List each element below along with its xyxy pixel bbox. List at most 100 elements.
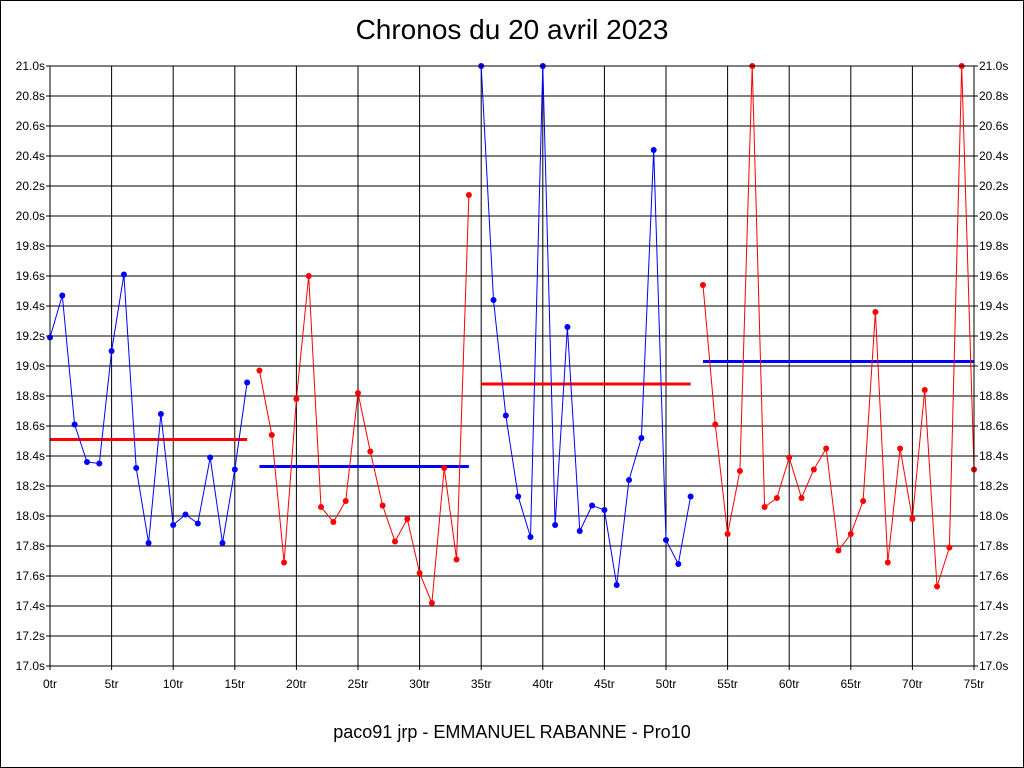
data-point xyxy=(256,367,263,374)
data-point xyxy=(601,507,608,513)
data-point xyxy=(268,432,275,438)
y-tick-label: 18.0s xyxy=(979,509,1008,523)
x-tick-label: 50tr xyxy=(656,677,677,691)
y-tick-label: 17.4s xyxy=(16,599,45,613)
data-point xyxy=(638,435,645,441)
data-point xyxy=(133,465,140,471)
y-tick-label: 18.8s xyxy=(16,389,45,403)
data-point xyxy=(576,528,583,534)
data-point xyxy=(502,412,509,419)
data-point xyxy=(712,421,719,428)
y-tick-label: 17.8s xyxy=(16,539,45,553)
data-point xyxy=(724,531,731,537)
x-tick-label: 55tr xyxy=(717,677,738,691)
y-tick-label: 19.2s xyxy=(979,329,1008,343)
chart-footer: paco91 jrp - EMMANUEL RABANNE - Pro10 xyxy=(333,722,691,742)
y-tick-label: 19.2s xyxy=(16,329,45,343)
y-tick-label: 20.6s xyxy=(979,119,1008,133)
data-point xyxy=(281,559,288,566)
y-tick-label: 17.8s xyxy=(979,539,1008,553)
data-point xyxy=(687,493,694,500)
data-point xyxy=(194,520,201,527)
series-2 xyxy=(256,192,472,606)
y-tick-label: 18.8s xyxy=(979,389,1008,403)
y-tick-label: 17.4s xyxy=(979,599,1008,613)
data-point xyxy=(872,309,879,315)
data-point xyxy=(108,348,115,354)
series-line xyxy=(49,274,248,544)
data-point xyxy=(897,445,904,452)
data-point xyxy=(921,387,928,393)
data-point xyxy=(798,495,805,501)
plot-border xyxy=(49,65,975,667)
y-tick-label: 20.6s xyxy=(16,119,45,133)
y-tick-label: 20.0s xyxy=(16,209,45,223)
y-tick-label: 17.0s xyxy=(979,659,1008,673)
data-point xyxy=(367,448,374,455)
data-point xyxy=(552,522,559,528)
y-tick-label: 17.2s xyxy=(16,629,45,643)
data-point xyxy=(823,445,830,452)
y-tick-label: 20.4s xyxy=(16,149,45,163)
data-point xyxy=(355,390,361,396)
y-tick-label: 18.6s xyxy=(979,419,1008,433)
data-point xyxy=(207,454,214,461)
data-point xyxy=(786,454,793,461)
y-tick-label: 19.8s xyxy=(16,239,45,253)
data-point xyxy=(244,379,251,386)
data-point xyxy=(626,477,633,483)
data-point xyxy=(835,547,842,554)
data-point xyxy=(453,556,460,563)
data-point xyxy=(589,502,596,509)
data-point xyxy=(860,498,867,504)
x-tick-label: 5tr xyxy=(105,677,119,691)
y-tick-label: 18.4s xyxy=(979,449,1008,463)
x-axis: 0tr 5tr 10tr 15tr 20tr 25tr 30tr 35tr 40tr 45tr 50… xyxy=(43,666,984,691)
data-point xyxy=(527,534,534,540)
series-group xyxy=(47,63,977,606)
data-point xyxy=(428,600,435,606)
data-point xyxy=(391,538,398,545)
x-tick-label: 45tr xyxy=(594,677,615,691)
data-point xyxy=(699,282,706,288)
x-tick-label: 70tr xyxy=(902,677,923,691)
data-point xyxy=(773,495,780,501)
y-tick-label: 19.8s xyxy=(979,239,1008,253)
x-tick-label: 20tr xyxy=(286,677,307,691)
y-tick-label: 20.8s xyxy=(16,89,45,103)
data-point xyxy=(219,540,226,546)
y-tick-label: 17.6s xyxy=(16,569,45,583)
data-point xyxy=(663,537,669,543)
grid-lines xyxy=(49,65,975,667)
average-lines xyxy=(50,360,974,468)
data-point xyxy=(59,292,66,299)
data-point xyxy=(934,583,941,590)
data-point xyxy=(83,459,90,465)
y-tick-label: 20.2s xyxy=(16,179,45,193)
series-3 xyxy=(478,63,694,588)
data-point xyxy=(613,582,620,588)
data-point xyxy=(736,468,743,474)
series-line xyxy=(480,65,692,586)
data-point xyxy=(564,324,571,330)
x-tick-label: 30tr xyxy=(409,677,430,691)
data-point xyxy=(515,493,522,500)
y-tick-label: 18.0s xyxy=(16,509,45,523)
y-tick-label: 18.4s xyxy=(16,449,45,463)
data-point xyxy=(170,522,177,528)
y-tick-label: 17.2s xyxy=(979,629,1008,643)
x-tick-label: 10tr xyxy=(163,677,184,691)
y-tick-label: 20.2s xyxy=(979,179,1008,193)
y-tick-label: 18.2s xyxy=(16,479,45,493)
data-point xyxy=(441,465,448,471)
y-tick-label: 20.0s xyxy=(979,209,1008,223)
data-point xyxy=(675,561,682,567)
data-point xyxy=(120,271,127,278)
data-point xyxy=(847,531,854,537)
y-tick-label: 18.2s xyxy=(979,479,1008,493)
data-point xyxy=(342,498,349,504)
data-point xyxy=(650,147,657,153)
series-line xyxy=(702,65,975,587)
y-tick-label: 19.4s xyxy=(979,299,1008,313)
